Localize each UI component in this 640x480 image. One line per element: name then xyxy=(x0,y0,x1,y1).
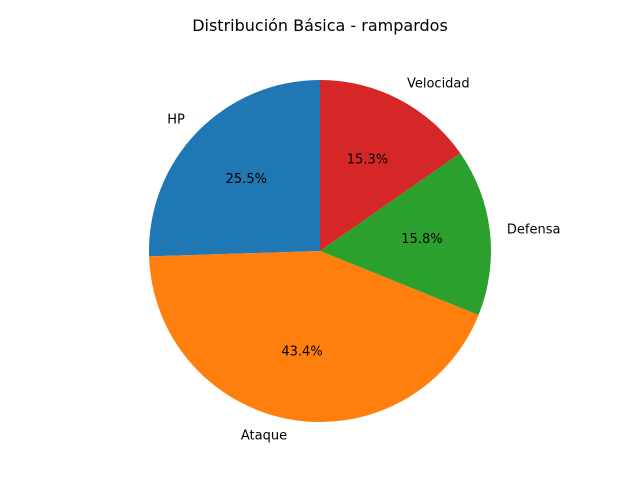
slice-percent-velocidad: 15.3% xyxy=(347,153,388,168)
pie-labels: HP 25.5% Ataque 43.4% Defensa 15.8% Velocidad 1… xyxy=(167,77,560,444)
pie-slice-ataque xyxy=(149,251,479,422)
chart-title: Distribución Básica - rampardos xyxy=(192,16,448,35)
slice-label-ataque: Ataque xyxy=(241,429,287,444)
pie-slice-velocidad xyxy=(320,80,461,251)
pie-slices xyxy=(149,80,491,422)
slice-percent-hp: 25.5% xyxy=(226,172,267,187)
pie-slice-defensa xyxy=(320,153,491,315)
slice-percent-defensa: 15.8% xyxy=(401,232,442,247)
slice-label-velocidad: Velocidad xyxy=(407,77,470,92)
pie-slice-hp xyxy=(149,80,320,257)
slice-percent-ataque: 43.4% xyxy=(281,345,322,360)
slice-label-hp: HP xyxy=(167,113,185,128)
slice-label-defensa: Defensa xyxy=(507,222,561,237)
